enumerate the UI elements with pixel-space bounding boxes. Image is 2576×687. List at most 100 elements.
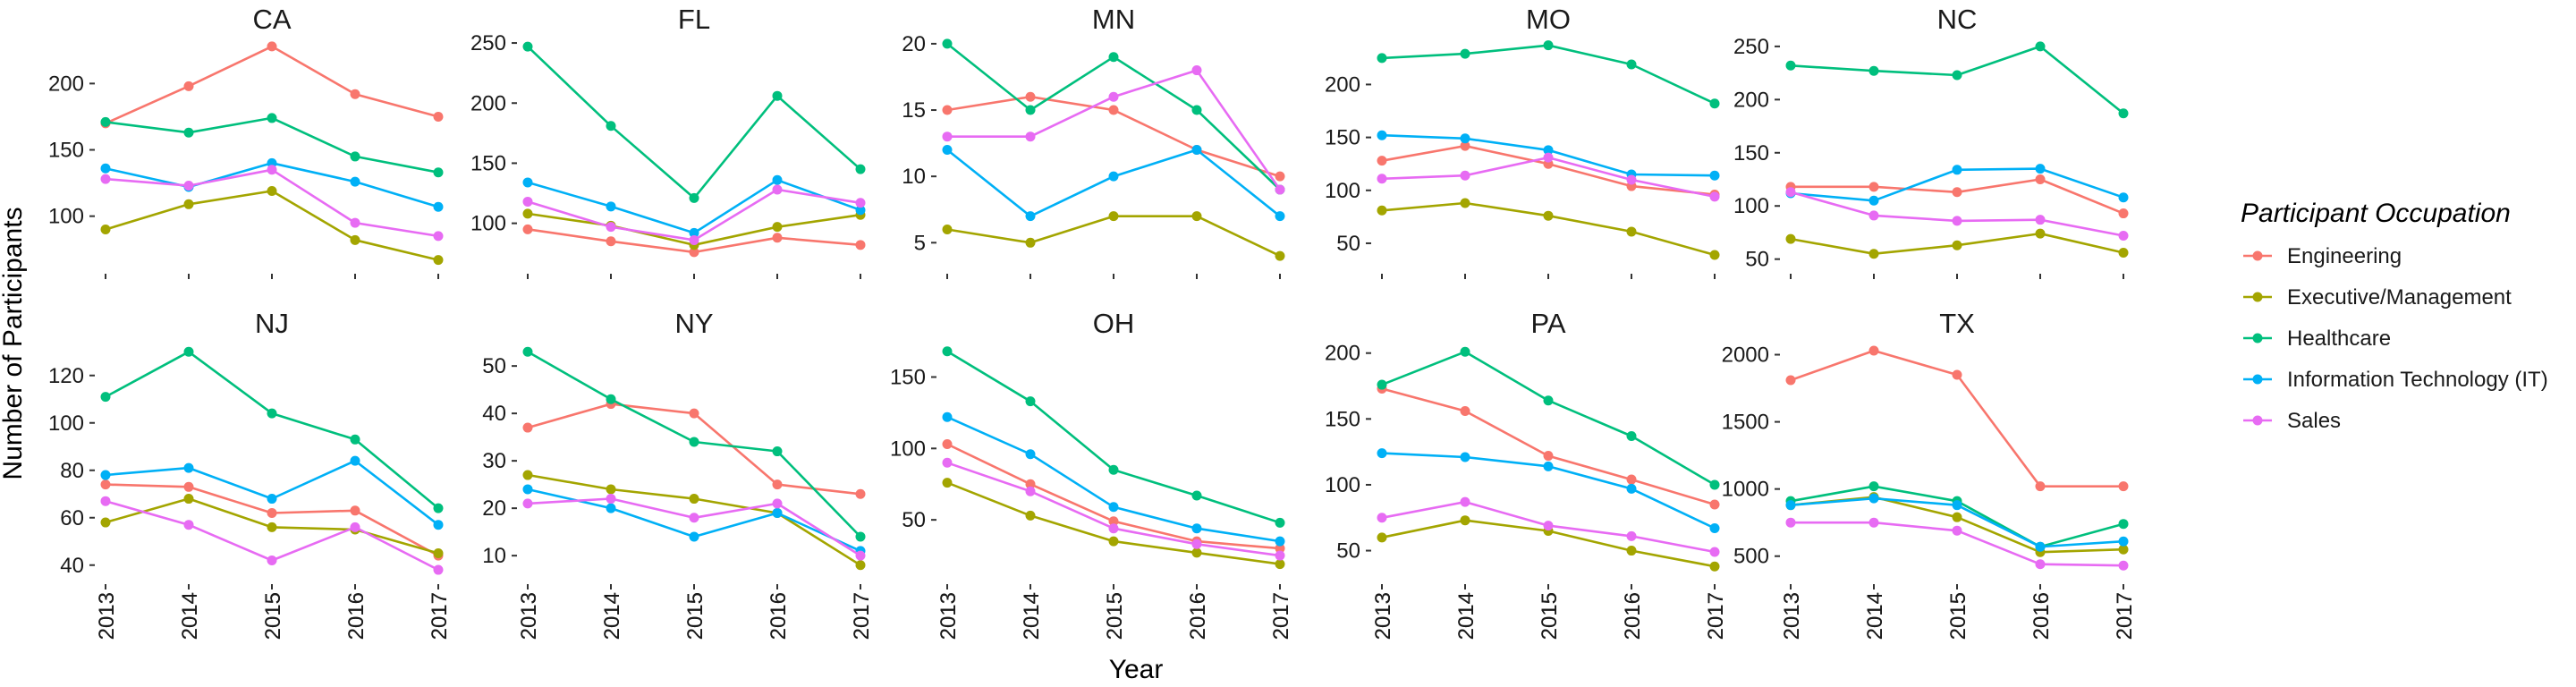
legend-item-executive-management: Executive/Management — [2243, 285, 2512, 310]
series-sales — [942, 65, 1285, 195]
data-point-engineering — [1377, 156, 1387, 166]
series-line-healthcare — [105, 350, 439, 510]
legend-label: Information Technology (IT) — [2287, 368, 2548, 392]
data-point-sales — [350, 217, 360, 228]
series-engineering — [942, 439, 1285, 554]
x-tick-label: 2016 — [767, 592, 791, 640]
data-point-sales — [1025, 486, 1036, 496]
data-point-executive-management — [433, 255, 444, 266]
y-tick-label: 80 — [60, 459, 84, 483]
data-point-sales — [1952, 525, 1962, 536]
data-point-sales — [855, 198, 866, 208]
y-tick-label: 100 — [48, 411, 84, 436]
data-point-healthcare — [1709, 98, 1720, 109]
data-point-sales — [1025, 131, 1036, 142]
data-point-executive-management — [522, 470, 533, 480]
x-tick-label: 2014 — [1020, 592, 1044, 640]
y-tick-label: 50 — [1336, 232, 1360, 256]
data-point-healthcare — [1377, 53, 1387, 64]
series-information-technology-it — [942, 411, 1285, 547]
data-point-healthcare — [1868, 65, 1879, 76]
data-point-healthcare — [2035, 41, 2046, 52]
data-point-engineering — [1025, 479, 1036, 489]
x-tick-label: 2014 — [600, 592, 624, 640]
y-axis-title: Number of Participants — [0, 207, 28, 479]
series-healthcare — [522, 346, 866, 542]
data-point-engineering — [350, 505, 360, 516]
data-point-healthcare — [100, 392, 111, 403]
data-point-sales — [100, 174, 111, 184]
x-tick-label: 2014 — [1020, 592, 1044, 640]
x-tick-label: 2014 — [1863, 592, 1887, 640]
data-point-healthcare — [433, 503, 444, 513]
legend-key-point — [2252, 250, 2263, 261]
data-point-sales — [855, 550, 866, 561]
data-point-healthcare — [606, 121, 616, 131]
data-point-engineering — [1868, 345, 1879, 356]
data-point-executive-management — [1709, 561, 1720, 572]
data-point-healthcare — [522, 41, 533, 52]
data-point-information-technology-it — [1952, 500, 1962, 511]
data-point-healthcare — [1952, 70, 1962, 81]
data-point-engineering — [772, 233, 783, 243]
data-point-information-technology-it — [772, 174, 783, 185]
data-point-executive-management — [1108, 211, 1119, 222]
y-tick-label: 2000 — [1722, 344, 1769, 368]
panel-nc: NC 50 100 150 200 250 2013 2014 2015 2016 2017 — [1733, 4, 2137, 640]
y-tick-label: 50 — [482, 354, 506, 378]
legend-key-point — [2252, 292, 2263, 302]
data-point-executive-management — [183, 494, 194, 505]
series-line-healthcare — [1381, 44, 1716, 105]
series-healthcare — [1377, 346, 1720, 490]
y-tick-label: 5 — [914, 231, 926, 255]
y-tick-label: 250 — [1733, 35, 1769, 59]
x-tick-label: 2017 — [1269, 592, 1293, 640]
series-sales — [522, 184, 866, 245]
data-point-healthcare — [1025, 105, 1036, 115]
data-point-executive-management — [1108, 536, 1119, 547]
panel-title: NY — [674, 308, 713, 339]
data-point-healthcare — [267, 113, 277, 123]
series-executive-management — [100, 185, 444, 266]
data-point-information-technology-it — [1108, 171, 1119, 182]
data-point-healthcare — [606, 394, 616, 404]
data-point-engineering — [1025, 91, 1036, 102]
panel-fl: FL 100 150 200 250 2013 2014 2015 2016 2017 — [470, 4, 874, 640]
x-tick-label: 2015 — [1946, 592, 1970, 640]
data-point-sales — [2118, 231, 2129, 242]
series-healthcare — [1377, 40, 1720, 109]
data-point-information-technology-it — [1377, 130, 1387, 140]
data-point-executive-management — [855, 560, 866, 571]
data-point-executive-management — [100, 517, 111, 528]
data-point-information-technology-it — [855, 205, 866, 216]
data-point-sales — [2118, 560, 2129, 571]
data-point-engineering — [433, 111, 444, 122]
data-point-healthcare — [689, 192, 699, 203]
series-information-technology-it — [1377, 448, 1720, 534]
data-point-information-technology-it — [942, 411, 953, 422]
panel-tx: TX 500 1000 1500 2000 2013 2014 2015 2016 2017 — [1722, 308, 2137, 640]
y-tick-label: 100 — [48, 205, 84, 229]
panel-ny: NY 10 20 30 40 50 2013 2014 2015 2016 2017 — [482, 308, 874, 640]
legend-label: Engineering — [2287, 244, 2402, 268]
data-point-executive-management — [183, 199, 194, 209]
y-tick-label: 150 — [1325, 126, 1360, 150]
data-point-healthcare — [1543, 40, 1554, 51]
data-point-sales — [1275, 550, 1285, 561]
series-healthcare — [942, 38, 1285, 195]
series-executive-management — [1785, 228, 2129, 259]
x-tick-label: 2017 — [850, 592, 874, 640]
data-point-sales — [1108, 91, 1119, 102]
data-point-information-technology-it — [100, 163, 111, 174]
legend: Participant Occupation Engineering Execut… — [2241, 199, 2548, 433]
data-point-healthcare — [1191, 105, 1202, 115]
data-point-sales — [1785, 517, 1796, 528]
data-point-sales — [942, 457, 953, 468]
series-sales — [1377, 496, 1720, 557]
x-tick-label: 2013 — [517, 592, 541, 640]
data-point-healthcare — [689, 437, 699, 447]
y-tick-label: 40 — [60, 554, 84, 578]
data-point-engineering — [522, 422, 533, 433]
panel-nj: NJ 40 60 80 100 120 2013 2014 2015 2016 2017 — [48, 308, 452, 640]
